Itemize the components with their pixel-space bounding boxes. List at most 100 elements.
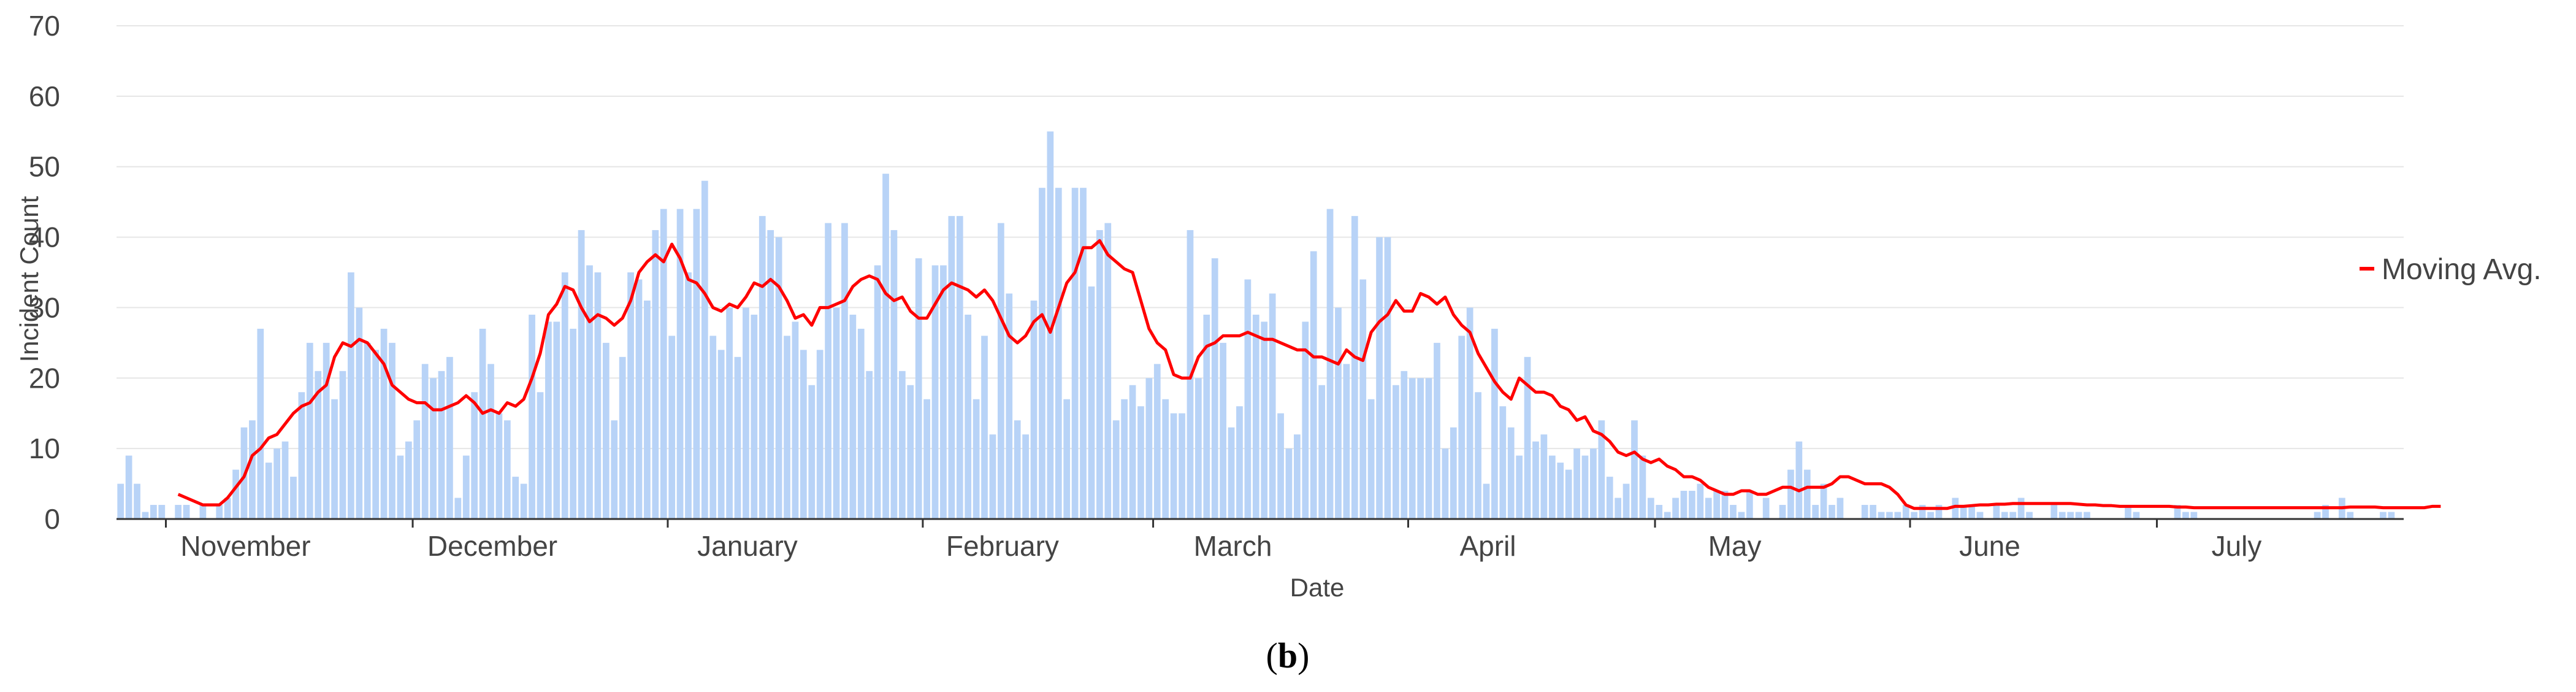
incident-bar [1351,216,1358,519]
incident-bar [898,371,906,519]
incident-bar [1153,364,1161,519]
incident-bar [2026,512,2033,519]
incident-bar [1615,498,1622,519]
incident-bar [915,258,922,519]
incident-bar [1310,251,1317,519]
incident-bar [743,307,749,519]
incident-bar [1705,498,1712,519]
incident-bar [1779,505,1786,519]
incident-bar [1252,314,1259,519]
incident-bar [183,505,190,519]
incident-bar [1548,455,1556,519]
incident-bar [158,505,166,519]
incident-bar [339,371,346,519]
incident-bar [397,455,404,519]
incident-bar [1055,188,1062,520]
incident-bar [2075,512,2082,519]
incident-bar [1894,512,1901,519]
incident-bar [578,230,585,519]
incident-bar [1096,230,1103,519]
incident-bar [323,342,330,519]
y-tick-label: 60 [29,80,60,112]
incident-bar [1063,399,1071,519]
incident-bar [594,272,602,519]
x-tick-label: February [946,530,1059,562]
incident-bar [1335,307,1342,519]
y-tick-label: 30 [29,291,60,323]
incident-bar [1269,293,1276,519]
y-tick-label: 0 [44,503,60,535]
incident-bar [1137,406,1144,519]
incident-bar [1162,399,1169,519]
incident-bar [2133,512,2140,519]
incident-bar [825,223,831,519]
incident-bar [2017,498,2025,519]
incident-bar [1030,300,1038,519]
incident-bar [446,356,453,519]
legend: Moving Avg. [2360,253,2542,286]
incident-bar [1466,307,1473,519]
incident-bar [372,350,380,519]
incident-bar [1047,131,1054,520]
incident-bar [833,307,840,519]
incident-bar [709,336,717,519]
incident-bar [1384,237,1391,519]
incident-bar [281,441,289,519]
incident-bar [1326,209,1334,519]
incident-bar [1968,505,1975,519]
incident-bar [784,336,790,519]
incident-bar [2314,512,2321,519]
incident-bar [1220,342,1226,519]
incident-bar [660,209,667,519]
incident-bar [1886,512,1893,519]
x-tick-label: April [1459,530,1516,562]
incident-bar [956,216,963,519]
incident-bar [331,399,338,519]
incident-bar [1294,434,1301,519]
incident-bar [1647,498,1654,519]
incident-bar [520,483,527,519]
incident-bar [2347,512,2354,519]
incident-bar [965,314,972,519]
incident-bar [717,350,725,519]
incident-bar [315,371,322,519]
incident-bar [1442,448,1449,519]
incident-bar [570,328,577,519]
incident-bar [808,385,816,519]
incident-bar [290,477,297,519]
incident-bar [1129,385,1136,519]
incident-bar [503,420,511,519]
incident-bar [1080,188,1087,520]
incident-bar [1680,491,1687,519]
incident-bar [2174,505,2181,519]
incident-bar [1343,364,1350,519]
incident-bar [619,356,626,519]
incident-bar [1393,385,1399,519]
legend-label: Moving Avg. [2382,253,2542,286]
incident-bar [364,342,371,519]
incident-bar [1491,328,1498,519]
incident-bar [1195,378,1202,519]
incident-bar [1302,321,1309,519]
x-tick-label: November [180,530,310,562]
incident-bar [1606,477,1613,519]
incident-bar [438,371,445,519]
incident-bar [1367,399,1375,519]
incident-bar [882,174,889,519]
incident-bar [405,441,412,519]
incident-bar [298,392,305,519]
incident-bar [693,209,700,519]
incident-bar [973,399,980,519]
incident-bar [1861,505,1868,519]
y-tick-label: 50 [29,151,60,183]
incident-bar [487,364,494,519]
incident-bar [553,321,560,519]
incident-bar [1911,512,1918,519]
incident-bar [1976,512,1984,519]
incident-bar [767,230,774,519]
incident-bar [841,223,848,519]
incident-bar [1836,498,1844,519]
incident-bar [561,272,568,519]
incident-bar [117,483,124,519]
incident-bar [1071,188,1079,520]
